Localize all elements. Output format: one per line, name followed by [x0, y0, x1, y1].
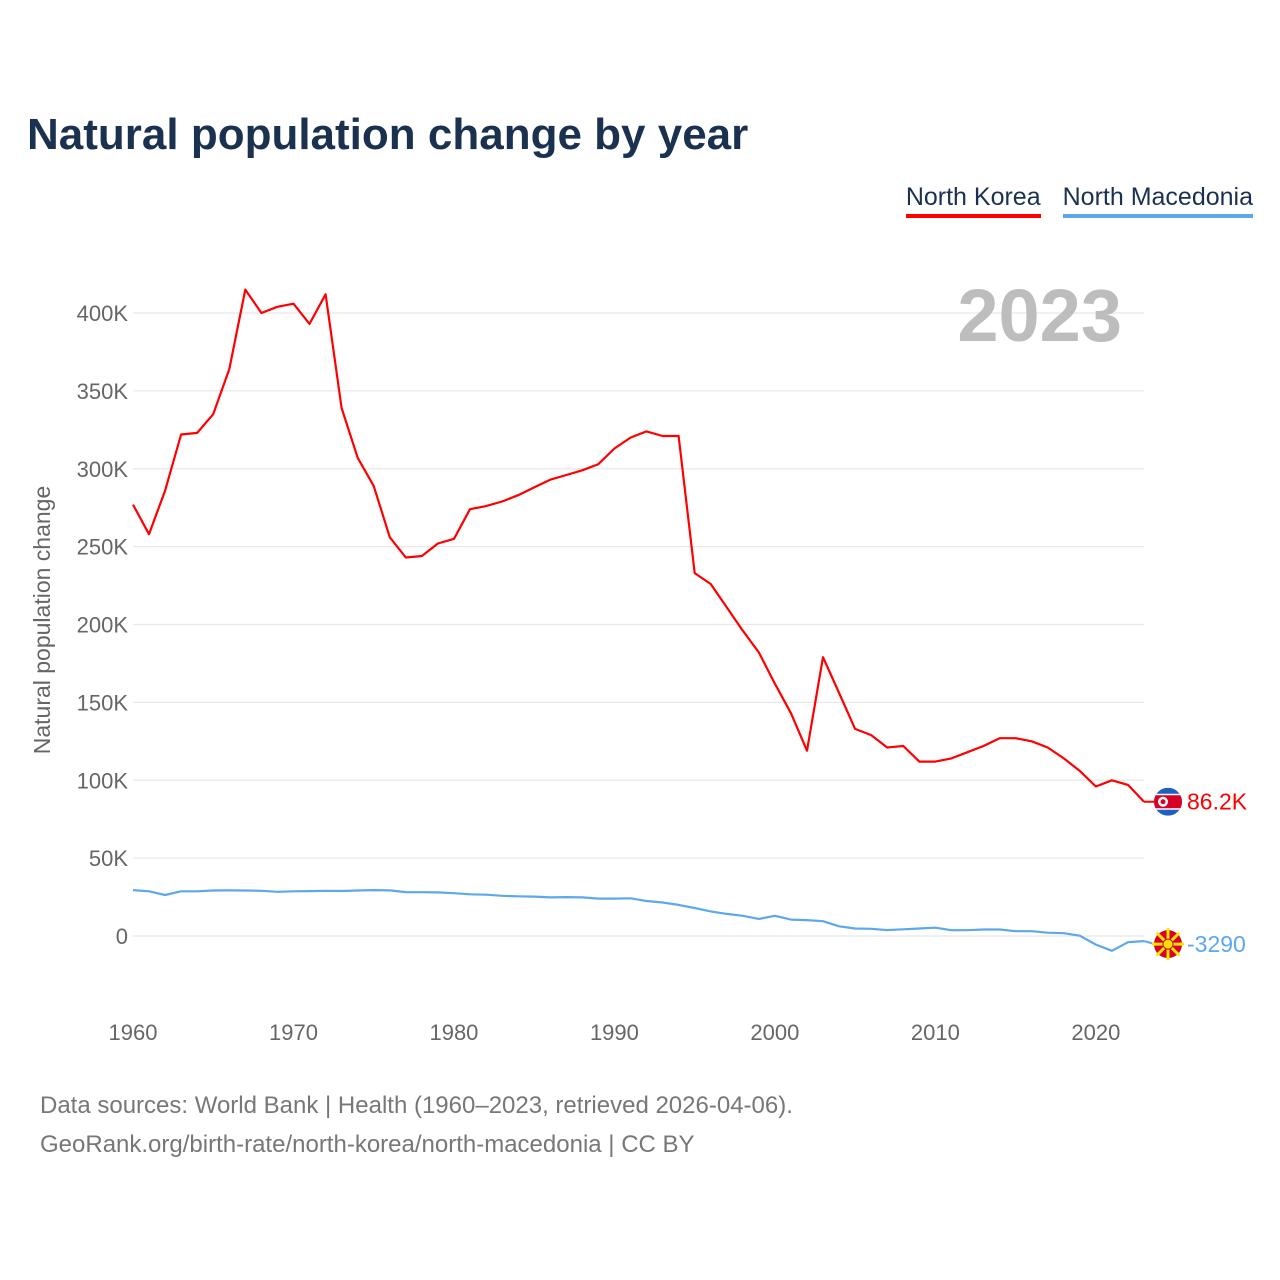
footer: Data sources: World Bank | Health (1960–…: [40, 1086, 793, 1164]
north-macedonia-flag-icon: [1152, 928, 1184, 961]
flag-star: [1160, 799, 1166, 805]
x-tick-label: 2000: [750, 1020, 799, 1045]
flag-sun: [1162, 938, 1174, 950]
legend: North Korea North Macedonia: [905, 183, 1253, 218]
x-tick-label: 1970: [269, 1020, 318, 1045]
series-line-north-korea: [132, 288, 1145, 803]
y-tick-label: 300K: [77, 457, 129, 482]
year-label: 2023: [957, 274, 1122, 357]
y-tick-label: 200K: [77, 613, 129, 638]
attribution-link[interactable]: GeoRank.org/birth-rate/north-korea/north…: [40, 1131, 695, 1158]
x-tick-label: 2010: [911, 1020, 960, 1045]
y-tick-label: 50K: [89, 846, 128, 871]
y-tick-label: 400K: [77, 301, 129, 326]
series-line-north-macedonia: [132, 889, 1145, 952]
end-value-label: -3290: [1187, 931, 1246, 957]
y-tick-label: 100K: [77, 768, 129, 793]
legend-north-korea[interactable]: North Korea: [905, 183, 1041, 218]
flag-body: [1154, 787, 1182, 816]
y-axis-label: Natural population change: [29, 486, 55, 755]
x-tick-label: 1990: [590, 1020, 639, 1045]
y-tick-label: 250K: [77, 535, 129, 560]
end-value-label: 86.2K: [1187, 789, 1248, 815]
y-tick-label: 0: [116, 924, 128, 949]
x-tick-label: 1980: [429, 1020, 478, 1045]
y-tick-label: 350K: [77, 379, 129, 404]
x-tick-label: 1960: [109, 1020, 158, 1045]
chart-title: Natural population change by year: [27, 110, 749, 159]
north-korea-flag-icon: [1154, 787, 1182, 816]
y-tick-label: 150K: [77, 690, 129, 715]
x-tick-label: 2020: [1071, 1020, 1120, 1045]
data-source-text: Data sources: World Bank | Health (1960–…: [40, 1092, 793, 1119]
legend-north-macedonia[interactable]: North Macedonia: [1062, 183, 1253, 218]
